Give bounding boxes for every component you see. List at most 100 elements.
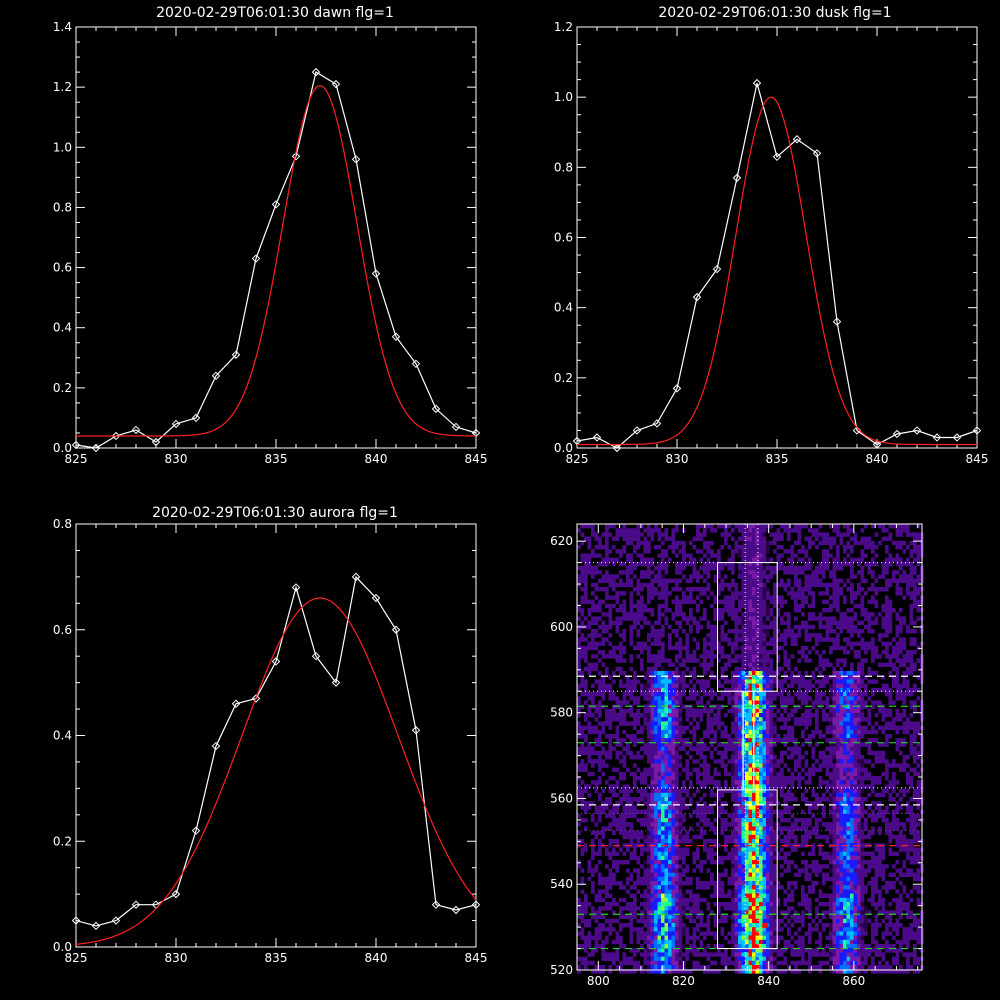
detector-pixel	[846, 763, 851, 768]
detector-pixel	[850, 528, 854, 533]
detector-pixel	[874, 679, 879, 684]
detector-pixel	[619, 813, 623, 819]
detector-pixel	[696, 629, 700, 634]
detector-pixel	[657, 553, 662, 558]
detector-pixel	[783, 700, 788, 705]
detector-pixel	[892, 780, 896, 785]
detector-pixel	[612, 696, 616, 701]
detector-pixel	[836, 788, 840, 793]
detector-pixel	[790, 683, 795, 688]
detector-pixel	[682, 687, 686, 693]
detector-pixel	[678, 662, 683, 667]
detector-pixel	[626, 792, 630, 798]
detector-pixel	[759, 536, 763, 541]
detector-pixel	[759, 645, 763, 651]
detector-pixel	[745, 713, 749, 718]
detector-pixel	[689, 624, 693, 630]
detector-pixel	[584, 826, 588, 831]
detector-pixel	[640, 662, 644, 667]
detector-pixel	[902, 767, 907, 772]
detector-pixel	[748, 608, 753, 613]
detector-pixel	[689, 729, 693, 735]
detector-pixel	[591, 629, 595, 634]
detector-pixel	[885, 771, 889, 777]
detector-pixel	[720, 624, 725, 630]
x-tick-label: 840	[866, 452, 889, 466]
detector-pixel	[633, 645, 637, 651]
detector-pixel	[895, 675, 900, 680]
y-tick-label: 0.4	[554, 301, 573, 315]
detector-pixel	[587, 608, 592, 613]
detector-pixel	[622, 805, 627, 810]
detector-pixel	[657, 788, 662, 793]
detector-pixel	[671, 536, 676, 541]
detector-pixel	[867, 612, 872, 617]
detector-pixel	[696, 658, 700, 663]
detector-pixel	[629, 578, 634, 583]
detector-pixel	[871, 587, 875, 592]
detector-pixel	[717, 553, 721, 558]
detector-pixel	[731, 792, 735, 798]
detector-pixel	[871, 687, 875, 693]
detector-pixel	[601, 532, 606, 537]
detector-pixel	[706, 805, 711, 810]
detector-pixel	[860, 549, 865, 554]
detector-pixel	[895, 545, 900, 550]
detector-pixel	[811, 599, 816, 604]
detector-pixel	[783, 721, 788, 726]
detector-pixel	[857, 629, 861, 634]
detector-pixel	[587, 633, 592, 638]
detector-pixel	[860, 742, 865, 747]
detector-pixel	[741, 612, 746, 617]
detector-pixel	[591, 574, 595, 579]
detector-pixel	[650, 822, 655, 827]
detector-pixel	[734, 637, 739, 642]
detector-pixel	[591, 608, 595, 613]
detector-pixel	[906, 528, 910, 533]
detector-pixel	[689, 771, 693, 777]
detector-pixel	[706, 708, 711, 714]
detector-pixel	[650, 713, 655, 718]
detector-pixel	[703, 540, 707, 546]
detector-pixel	[580, 595, 585, 600]
detector-pixel	[584, 805, 588, 810]
detector-pixel	[825, 797, 830, 802]
detector-pixel	[752, 574, 756, 579]
detector-pixel	[724, 788, 728, 793]
detector-pixel	[706, 818, 711, 823]
detector-pixel	[668, 729, 672, 735]
detector-pixel	[594, 620, 599, 625]
detector-pixel	[780, 578, 784, 583]
detector-pixel	[846, 540, 851, 546]
detector-pixel	[843, 679, 847, 684]
detector-pixel	[745, 553, 749, 558]
detector-pixel	[748, 671, 753, 676]
detector-pixel	[759, 671, 763, 676]
detector-pixel	[766, 750, 770, 756]
detector-pixel	[759, 792, 763, 798]
detector-pixel	[909, 818, 914, 823]
detector-pixel	[846, 742, 851, 747]
detector-pixel	[825, 704, 830, 709]
detector-pixel	[829, 540, 833, 546]
detector-pixel	[745, 738, 749, 743]
detector-pixel	[787, 658, 791, 663]
detector-pixel	[608, 687, 613, 693]
detector-pixel	[682, 557, 686, 562]
detector-pixel	[671, 645, 676, 651]
detector-pixel	[871, 801, 875, 806]
detector-pixel	[860, 566, 865, 571]
detector-pixel	[850, 616, 854, 621]
detector-pixel	[836, 750, 840, 756]
detector-pixel	[661, 595, 665, 600]
detector-pixel	[874, 587, 879, 592]
detector-pixel	[794, 746, 798, 751]
detector-pixel	[839, 826, 844, 831]
detector-pixel	[885, 603, 889, 609]
detector-pixel	[871, 784, 875, 789]
detector-pixel	[696, 536, 700, 541]
detector-pixel	[818, 692, 823, 697]
detector-pixel	[892, 797, 896, 802]
detector-pixel	[731, 645, 735, 651]
detector-pixel	[678, 729, 683, 735]
